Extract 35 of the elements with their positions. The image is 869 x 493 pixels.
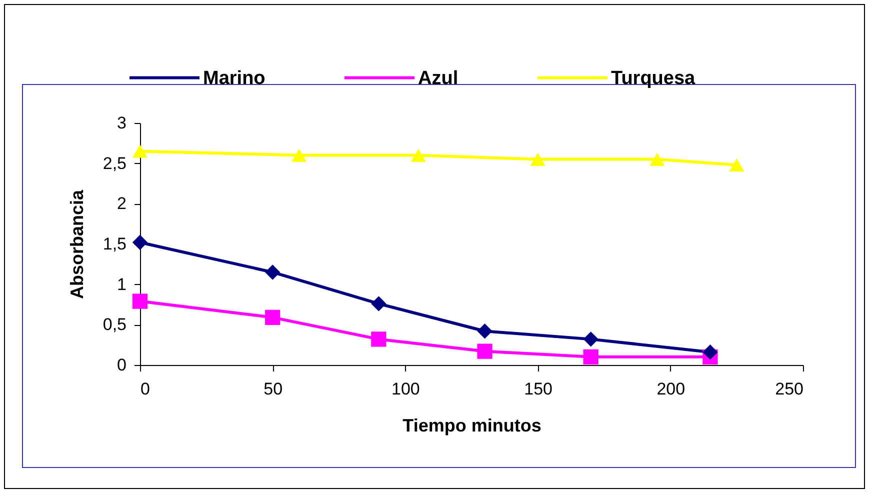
point <box>410 148 426 162</box>
x-tick-label: 250 <box>775 380 804 398</box>
y-tick-label: 2,5 <box>102 154 126 173</box>
point <box>132 144 148 158</box>
x-tick-label: 150 <box>524 380 552 398</box>
point <box>371 332 386 347</box>
x-tick-label: 50 <box>264 380 283 398</box>
legend-label: Azul <box>418 68 458 89</box>
x-tick-label: 100 <box>392 380 420 398</box>
point <box>650 152 665 166</box>
y-tick-label: 0 <box>117 356 126 374</box>
x-tick-label: 0 <box>140 380 150 398</box>
y-tick-label: 2 <box>117 194 126 214</box>
point <box>583 332 598 347</box>
y-tick-label: 0,5 <box>102 315 126 334</box>
y-tick-label: 1,5 <box>102 234 126 254</box>
legend-label: Marino <box>203 68 266 89</box>
y-tick-label: 1 <box>117 274 126 294</box>
point <box>265 264 280 280</box>
point <box>477 324 492 339</box>
y-axis-title: Absorbancia <box>66 189 87 300</box>
point <box>371 296 386 312</box>
point <box>132 234 148 250</box>
point <box>583 349 598 365</box>
y-tick-label: 3 <box>117 114 126 132</box>
point <box>477 344 492 359</box>
point <box>702 344 718 360</box>
point <box>729 158 744 172</box>
point <box>530 152 546 166</box>
point <box>132 294 148 309</box>
legend-label: Turquesa <box>611 68 696 89</box>
point <box>292 148 307 162</box>
x-axis-title: Tiempo minutos <box>402 416 542 436</box>
x-tick-label: 200 <box>656 380 686 398</box>
point <box>265 310 280 325</box>
